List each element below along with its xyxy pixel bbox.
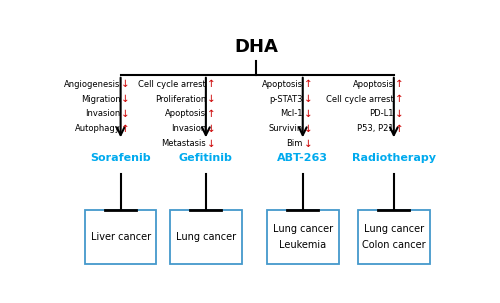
Text: ↓: ↓	[394, 109, 404, 119]
Text: ABT-263: ABT-263	[277, 153, 328, 163]
Text: PD-L1: PD-L1	[370, 109, 394, 118]
Text: Lung cancer: Lung cancer	[176, 232, 236, 242]
Text: Leukemia: Leukemia	[279, 240, 326, 250]
Text: ↓: ↓	[122, 79, 130, 89]
Text: ↑: ↑	[394, 79, 404, 89]
Text: Bim: Bim	[286, 139, 303, 148]
Text: Radiotherapy: Radiotherapy	[352, 153, 436, 163]
Text: ↓: ↓	[122, 109, 130, 119]
Text: Angiogenesis: Angiogenesis	[64, 80, 120, 89]
Text: ↑: ↑	[206, 79, 216, 89]
Text: Colon cancer: Colon cancer	[362, 240, 426, 250]
Text: Cell cycle arrest: Cell cycle arrest	[326, 95, 394, 104]
Text: ↑: ↑	[122, 124, 130, 134]
Text: ↓: ↓	[304, 109, 312, 119]
Text: Lung cancer: Lung cancer	[272, 224, 333, 234]
Text: Apoptosis: Apoptosis	[165, 109, 206, 118]
Text: Liver cancer: Liver cancer	[90, 232, 150, 242]
Text: ↑: ↑	[394, 124, 404, 134]
Text: Migration: Migration	[81, 95, 120, 104]
FancyBboxPatch shape	[170, 210, 242, 264]
Text: Invasion: Invasion	[86, 109, 120, 118]
Text: Apoptosis: Apoptosis	[262, 80, 303, 89]
FancyBboxPatch shape	[267, 210, 338, 264]
Text: ↓: ↓	[206, 139, 216, 149]
Text: Gefitinib: Gefitinib	[179, 153, 233, 163]
Text: ↓: ↓	[304, 124, 312, 134]
Text: Cell cycle arrest: Cell cycle arrest	[138, 80, 206, 89]
Text: ↓: ↓	[304, 94, 312, 104]
Text: Apoptosis: Apoptosis	[352, 80, 394, 89]
FancyBboxPatch shape	[85, 210, 156, 264]
Text: Proliferation: Proliferation	[154, 95, 206, 104]
Text: ↓: ↓	[206, 124, 216, 134]
Text: ↑: ↑	[394, 94, 404, 104]
Text: ↑: ↑	[304, 79, 312, 89]
Text: ↓: ↓	[206, 94, 216, 104]
Text: ↓: ↓	[122, 94, 130, 104]
Text: p-STAT3: p-STAT3	[269, 95, 303, 104]
Text: Mcl-1: Mcl-1	[280, 109, 303, 118]
Text: Metastasis: Metastasis	[161, 139, 206, 148]
Text: Invasion: Invasion	[170, 124, 206, 133]
Text: P53, P21: P53, P21	[357, 124, 394, 133]
Text: Lung cancer: Lung cancer	[364, 224, 424, 234]
Text: Sorafenib: Sorafenib	[90, 153, 151, 163]
Text: Survivin: Survivin	[268, 124, 303, 133]
FancyBboxPatch shape	[358, 210, 430, 264]
Text: Autophagy: Autophagy	[75, 124, 120, 133]
Text: ↑: ↑	[206, 109, 216, 119]
Text: DHA: DHA	[234, 38, 278, 56]
Text: ↓: ↓	[304, 139, 312, 149]
